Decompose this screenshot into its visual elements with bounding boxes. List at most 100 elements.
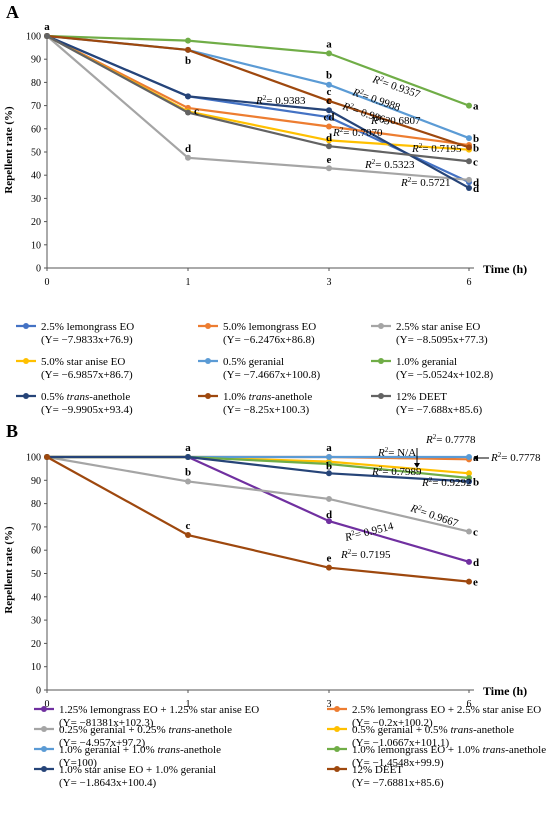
r-squared-annotation: R2= 0.7195 xyxy=(411,142,462,155)
y-tick-label: 0 xyxy=(36,264,41,275)
significance-letter: d xyxy=(326,509,332,521)
data-point xyxy=(44,454,50,460)
data-point xyxy=(466,176,472,183)
legend-label: 1.0% trans-anethole xyxy=(223,391,312,403)
legend-equation: (Y= −81381x+102.3) xyxy=(59,717,154,729)
y-tick-label: 60 xyxy=(31,546,41,557)
r-squared-annotation: R2= 0.7778 xyxy=(490,451,541,464)
x-axis-title: Time (h) xyxy=(483,262,527,276)
significance-letter: c xyxy=(473,156,478,168)
legend-label: 2.5% lemongrass EO xyxy=(41,321,134,333)
y-tick-label: 80 xyxy=(31,499,41,510)
data-point xyxy=(466,102,472,109)
y-tick-label: 10 xyxy=(31,662,41,673)
y-tick-label: 20 xyxy=(31,639,41,650)
data-point xyxy=(326,50,332,57)
data-point xyxy=(326,564,332,571)
significance-letter: e xyxy=(327,553,332,565)
significance-letter: b xyxy=(326,70,332,82)
r-squared-annotation: R2= 0.7778 xyxy=(425,433,476,446)
legend-label: 5.0% lemongrass EO xyxy=(223,321,316,333)
data-point xyxy=(326,460,332,467)
x-tick-label: 1 xyxy=(186,277,191,288)
data-point xyxy=(326,114,332,121)
significance-letter: b xyxy=(473,133,479,145)
significance-letter: c xyxy=(327,86,332,98)
legend-label: 0.5% trans-anethole xyxy=(41,391,130,403)
significance-letter: b xyxy=(473,142,479,154)
significance-letter: c xyxy=(327,95,332,107)
legend-equation: (Y= −8.25x+100.3) xyxy=(223,404,309,416)
data-point xyxy=(466,144,472,151)
data-point xyxy=(185,454,191,460)
legend-equation: (Y= −8.5095x+77.3) xyxy=(396,334,488,346)
y-tick-label: 50 xyxy=(31,148,41,159)
legend-equation: (Y= −6.2476x+86.8) xyxy=(223,334,315,346)
x-tick-label: 0 xyxy=(45,699,50,710)
significance-letter: cd xyxy=(324,111,335,123)
panel-label: B xyxy=(6,421,18,441)
legend-label: 1.0% lemongrass EO + 1.0% trans-anethole xyxy=(352,744,546,756)
legend-label: 12% DEET xyxy=(396,391,447,403)
y-tick-label: 20 xyxy=(31,217,41,228)
significance-letter: c xyxy=(473,527,478,539)
y-tick-label: 30 xyxy=(31,194,41,205)
legend-label: 0.5% geranial xyxy=(223,356,284,368)
data-point xyxy=(466,578,472,585)
significance-letter: c xyxy=(194,106,199,118)
legend-label: 1.0% geranial xyxy=(396,356,457,368)
significance-letter: a xyxy=(326,38,332,50)
legend-label: 0.5% geranial + 0.5% trans-anethole xyxy=(352,724,514,736)
legend-marker xyxy=(23,393,29,399)
annotation-arrowhead xyxy=(473,455,478,461)
legend-marker xyxy=(334,766,340,772)
data-point xyxy=(185,46,191,53)
significance-letter: d xyxy=(473,183,479,195)
legend-marker xyxy=(334,726,340,732)
y-axis-title: Repellent rate (%) xyxy=(3,106,15,194)
y-tick-label: 80 xyxy=(31,78,41,89)
r-squared-annotation: R2= 0.7070 xyxy=(332,126,383,139)
data-point xyxy=(466,470,472,477)
series-line xyxy=(46,35,470,147)
data-point xyxy=(185,154,191,161)
data-point xyxy=(185,478,191,485)
data-point xyxy=(185,93,191,100)
r-squared-annotation: R2= N/A xyxy=(377,446,416,459)
legend-marker xyxy=(378,358,384,364)
legend-equation: (Y= −0.2x+100.2) xyxy=(352,717,433,729)
data-point xyxy=(185,532,191,539)
significance-letter: a xyxy=(44,21,50,33)
legend-marker xyxy=(205,358,211,364)
x-tick-label: 6 xyxy=(467,277,472,288)
y-tick-label: 100 xyxy=(26,32,41,43)
y-tick-label: 100 xyxy=(26,453,41,464)
r-squared-annotation: R2= 0.9292 xyxy=(421,476,471,489)
r-squared-annotation: R2= 0.9514 xyxy=(343,519,396,544)
legend-marker xyxy=(334,746,340,752)
r-squared-annotation: R2= 0.9667 xyxy=(408,501,460,530)
legend-marker xyxy=(334,706,340,712)
legend-marker xyxy=(378,393,384,399)
data-point xyxy=(326,81,332,88)
legend-equation: (Y= −7.9833x+76.9) xyxy=(41,334,133,346)
legend-marker xyxy=(23,358,29,364)
y-tick-label: 30 xyxy=(31,616,41,627)
series-line xyxy=(47,455,470,483)
series-line xyxy=(46,35,470,181)
series-line xyxy=(46,34,470,189)
data-point xyxy=(466,454,472,460)
data-point xyxy=(326,518,332,525)
legend-equation: (Y= −9.9905x+93.4) xyxy=(41,404,133,416)
significance-letter: a xyxy=(473,101,479,113)
legend-equation: (Y= −7.6881x+85.6) xyxy=(352,777,444,789)
chart-panel-a: A 0 10 20 30 40 50 60 70 80 90 100 0 1 3 6 Repellent rat… xyxy=(3,2,527,416)
panel-label: A xyxy=(6,2,19,22)
series-line xyxy=(46,35,470,163)
significance-letter: c xyxy=(186,520,191,532)
legend-equation: (Y= −1.4548x+99.9) xyxy=(352,757,444,769)
x-tick-label: 3 xyxy=(327,277,332,288)
data-point xyxy=(326,165,332,172)
x-tick-label: 1 xyxy=(186,699,191,710)
